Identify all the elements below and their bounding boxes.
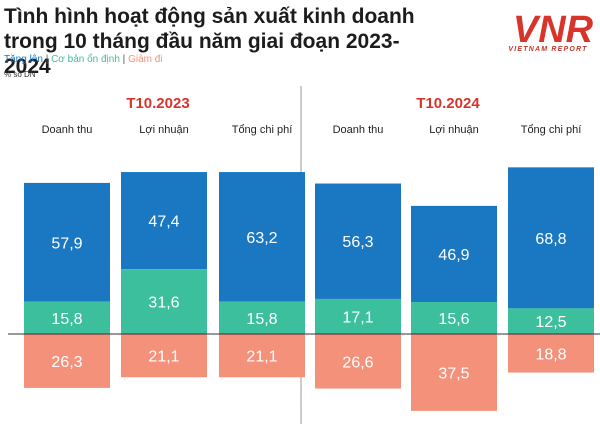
group-label: T10.2023 [126,95,189,112]
category-label: Doanh thu [333,124,384,136]
data-label-increase: 68,8 [535,231,566,248]
bar-increase [508,167,594,309]
category-label: Lợi nhuận [139,124,188,136]
bar-stable [508,308,594,334]
category-label: Tổng chi phí [521,124,582,136]
bar-stable [24,301,110,334]
chart-title: Tình hình hoạt động sản xuất kinh doanh … [4,4,444,79]
data-label-decrease: 21,1 [148,349,179,366]
data-label-increase: 47,4 [148,214,179,231]
legend-separator: | [119,54,129,65]
bar-stable [315,298,401,334]
data-label-increase: 56,3 [342,234,373,251]
data-label-stable: 15,6 [438,311,469,328]
data-label-increase: 46,9 [438,247,469,264]
legend-item-decrease: Giảm đi [128,54,163,65]
bar-decrease [411,334,497,411]
bar-decrease [24,334,110,388]
legend-item-stable: Cơ bản ổn định [51,54,120,65]
category-label: Lợi nhuận [429,124,478,136]
data-label-stable: 17,1 [342,309,373,326]
bar-increase [24,182,110,302]
data-label-increase: 57,9 [51,235,82,252]
data-label-decrease: 26,6 [342,354,373,371]
legend-item-increase: Tăng lên [4,54,43,65]
data-label-stable: 15,8 [51,311,82,328]
data-label-decrease: 21,1 [246,349,277,366]
chart-title-line-2: trong 10 tháng đầu năm giai đoạn 2023-20… [4,30,400,78]
chart-title-line-1: Tình hình hoạt động sản xuất kinh doanh [4,5,415,28]
chart-legend: Tăng lên | Cơ bản ổn định | Giảm đi [4,54,163,65]
bar-decrease [315,334,401,389]
data-label-stable: 12,5 [535,314,566,331]
data-label-decrease: 37,5 [438,365,469,382]
bar-stable [121,269,207,334]
vnr-logo-mark: VNR [513,9,594,51]
unit-label: % số DN [4,70,36,79]
bar-increase [411,205,497,303]
data-label-stable: 15,8 [246,311,277,328]
data-label-decrease: 18,8 [535,346,566,363]
legend-separator: | [42,54,52,65]
vnr-logo: VNR [513,9,594,51]
category-label: Tổng chi phí [232,124,293,136]
bar-increase [219,172,305,302]
data-label-increase: 63,2 [246,230,277,247]
group-label: T10.2024 [416,95,480,112]
bar-decrease [508,334,594,373]
bar-decrease [121,334,207,378]
bar-stable [219,301,305,334]
category-label: Doanh thu [42,124,93,136]
bar-stable [411,302,497,334]
bar-decrease [219,334,305,378]
data-label-decrease: 26,3 [51,354,82,371]
bar-increase [315,183,401,299]
vnr-logo-subtitle: VIETNAM REPORT [508,46,588,53]
bar-increase [121,172,207,270]
data-label-stable: 31,6 [148,295,179,312]
